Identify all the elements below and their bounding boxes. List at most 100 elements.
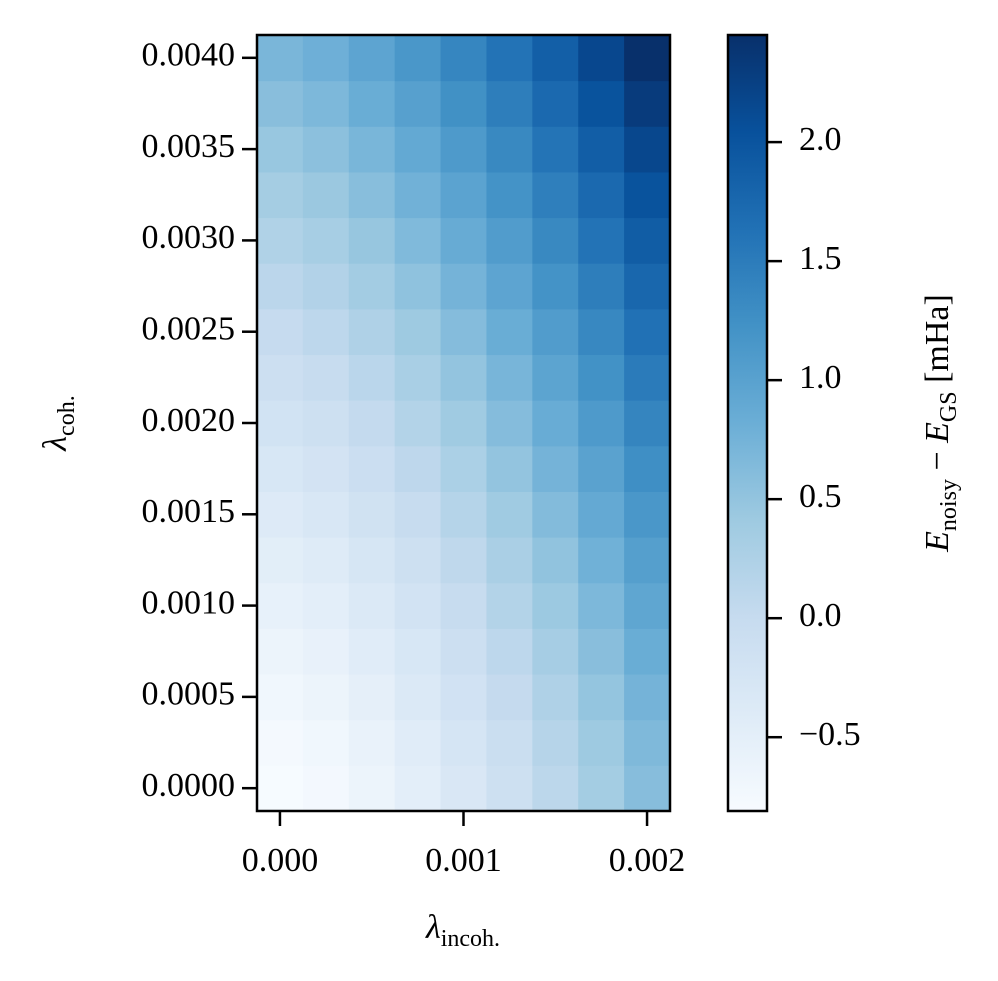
- heat-cell: [302, 491, 350, 538]
- heat-cell: [348, 719, 396, 766]
- heat-cell: [257, 491, 304, 538]
- heat-cell: [394, 80, 442, 127]
- heat-cell: [624, 308, 671, 356]
- heat-cell: [348, 354, 396, 401]
- heat-cell: [486, 491, 533, 538]
- heat-cell: [486, 80, 533, 127]
- heat-cell: [440, 765, 487, 812]
- heat-cell: [486, 445, 533, 492]
- heat-cell: [394, 308, 442, 356]
- heat-cell: [532, 263, 579, 310]
- heat-cell: [440, 263, 487, 310]
- heat-cell: [578, 582, 625, 629]
- heat-cell: [440, 719, 487, 766]
- y-tick-label: 0.0030: [142, 219, 236, 256]
- heat-cell: [486, 674, 533, 721]
- heat-cell: [394, 628, 442, 675]
- heat-cell: [394, 445, 442, 492]
- heat-cell: [257, 80, 304, 127]
- heat-cell: [578, 491, 625, 538]
- heat-cell: [257, 35, 304, 82]
- heat-cell: [578, 719, 625, 766]
- heat-cell: [257, 445, 304, 492]
- heat-cell: [394, 491, 442, 538]
- heat-cell: [394, 171, 442, 219]
- heat-cell: [624, 354, 671, 401]
- colorbar: [726, 33, 769, 813]
- heat-cell: [302, 400, 350, 447]
- heat-cell: [532, 719, 579, 766]
- heat-cell: [486, 354, 533, 401]
- heat-cell: [486, 400, 533, 447]
- heat-cell: [578, 171, 625, 219]
- heat-cell: [302, 582, 350, 629]
- heat-cell: [440, 126, 487, 173]
- heat-cell: [302, 80, 350, 127]
- heat-cell: [532, 582, 579, 629]
- heat-cell: [257, 308, 304, 356]
- heat-cell: [532, 354, 579, 401]
- y-tick-label: 0.0025: [142, 311, 236, 348]
- heat-cell: [624, 491, 671, 538]
- x-tick-label: 0.000: [242, 842, 319, 879]
- heat-cell: [257, 719, 304, 766]
- heat-cell: [257, 400, 304, 447]
- heat-cell: [348, 308, 396, 356]
- colorbar-tick-label: 2.0: [799, 121, 842, 158]
- heat-cell: [257, 628, 304, 675]
- heat-cell: [532, 308, 579, 356]
- heat-cell: [578, 537, 625, 584]
- heat-cell: [578, 126, 625, 173]
- heat-cell: [302, 445, 350, 492]
- heat-cell: [348, 80, 396, 127]
- heat-cell: [440, 400, 487, 447]
- colorbar-label-part: E: [919, 531, 956, 553]
- colorbar-label: Enoisy − EGS [mHa]: [919, 294, 962, 553]
- heat-cell: [302, 719, 350, 766]
- heat-cell: [440, 445, 487, 492]
- heat-cell: [486, 582, 533, 629]
- y-tick-label: 0.0005: [142, 676, 236, 713]
- heat-cell: [486, 537, 533, 584]
- heat-cell: [302, 674, 350, 721]
- heat-cell: [348, 674, 396, 721]
- heat-cell: [624, 628, 671, 675]
- heat-cell: [440, 537, 487, 584]
- heat-cell: [532, 171, 579, 219]
- heat-cell: [348, 263, 396, 310]
- heat-cell: [532, 35, 579, 82]
- heat-cell: [394, 126, 442, 173]
- y-tick-label: 0.0040: [142, 37, 236, 74]
- x-axis-label: λincoh.: [425, 909, 500, 952]
- heat-cell: [440, 217, 487, 264]
- heat-cell: [578, 400, 625, 447]
- colorbar-tick-label: 0.0: [799, 597, 842, 634]
- heat-cell: [302, 308, 350, 356]
- y-axis-label: λcoh.: [37, 395, 80, 451]
- heat-cell: [624, 719, 671, 766]
- heat-cell: [624, 582, 671, 629]
- x-tick-label: 0.002: [609, 842, 686, 879]
- heat-cell: [257, 582, 304, 629]
- heat-cell: [578, 217, 625, 264]
- heat-cell: [257, 263, 304, 310]
- colorbar-tick-label: 1.0: [799, 359, 842, 396]
- heat-cell: [486, 35, 533, 82]
- y-tick-label: 0.0000: [142, 767, 236, 804]
- heat-cell: [257, 217, 304, 264]
- heat-cell: [394, 35, 442, 82]
- heat-cell: [348, 628, 396, 675]
- y-tick-label: 0.0020: [142, 402, 236, 439]
- heat-cell: [486, 765, 533, 812]
- heat-cell: [348, 126, 396, 173]
- heat-cell: [440, 628, 487, 675]
- heat-cell: [394, 537, 442, 584]
- heat-cell: [578, 445, 625, 492]
- colorbar-tick-label: 1.5: [799, 240, 842, 277]
- heat-cell: [348, 582, 396, 629]
- heat-cell: [348, 171, 396, 219]
- colorbar-label-part: [mHa]: [919, 294, 956, 391]
- heat-cell: [624, 537, 671, 584]
- heat-cell: [257, 354, 304, 401]
- colorbar-tick-label: −0.5: [799, 716, 861, 753]
